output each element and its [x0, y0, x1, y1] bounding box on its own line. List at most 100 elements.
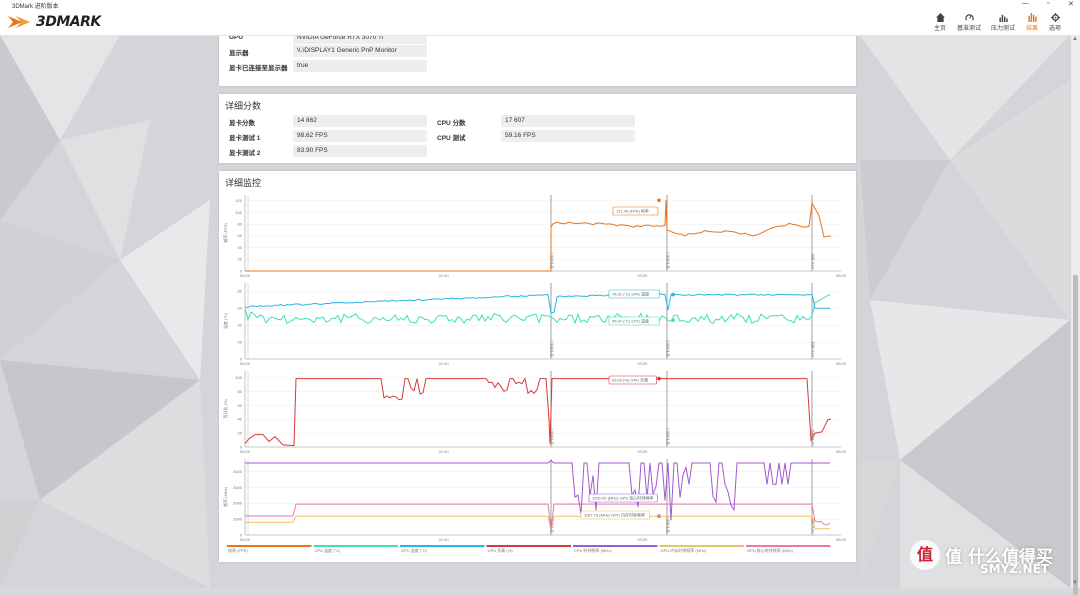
legend-swatch	[573, 545, 658, 547]
test-marker-label: CPU 测试	[810, 517, 815, 533]
nav-home[interactable]: 主页	[926, 11, 954, 32]
tooltip-box	[588, 493, 658, 503]
y-tick-label: 40	[238, 417, 243, 422]
y-tick-label: 0	[240, 268, 243, 273]
nav-options[interactable]: 选项	[1041, 11, 1069, 32]
series-line	[244, 377, 831, 447]
watermark: 值 值 什么值得买 SMYZ.NET	[910, 540, 1054, 576]
legend-label: GPU 温度 (°C)	[401, 547, 428, 553]
cpu-test-label: CPU 测试	[437, 135, 466, 142]
test-marker-label: 显卡测试 1	[549, 428, 554, 445]
series-line	[245, 459, 830, 521]
y-tick-label: 1000	[233, 516, 243, 521]
legend-swatch	[313, 545, 398, 547]
y-tick-label: 80	[238, 389, 243, 394]
nav-results[interactable]: 结果	[1018, 11, 1046, 32]
legend-label: GPU 核心时钟频率 (MHz)	[747, 547, 793, 553]
series-line	[245, 503, 831, 531]
x-tick-label: 01:40	[439, 537, 450, 542]
legend-swatch	[746, 545, 831, 547]
x-tick-label: 00:00	[240, 537, 251, 542]
x-tick-label: 01:40	[439, 449, 450, 454]
y-tick-label: 100	[235, 210, 242, 215]
scrollbar-thumb[interactable]	[1073, 275, 1078, 595]
tooltip-text: 121.42 (FPS) 帧率	[616, 208, 649, 214]
tooltip-text: 1187.75 (MHz) GPU 内存时钟频率	[584, 512, 645, 518]
display-label: 显示器	[229, 50, 249, 57]
x-tick-label: 03:20	[637, 273, 648, 278]
display-connected-label: 显卡已连接至显示器	[229, 65, 288, 72]
scroll-up-icon[interactable]: ▲	[1072, 36, 1078, 42]
y-tick-label: 120	[235, 198, 242, 203]
app-logo[interactable]: 3DMARK	[8, 14, 101, 30]
scroll-down-icon[interactable]: ▼	[1072, 580, 1078, 586]
close-icon[interactable]: ✕	[1068, 1, 1074, 8]
graphics-test1-label: 显卡测试 1	[229, 135, 261, 142]
legend-swatch	[659, 545, 744, 547]
y-tick-label: 0	[240, 356, 243, 361]
y-tick-label: 100	[235, 375, 242, 380]
minimize-icon[interactable]: —	[1022, 0, 1029, 7]
legend-label: 帧率 (FPS)	[228, 547, 248, 553]
watermark-sub: SMYZ.NET	[980, 562, 1049, 576]
test-marker-label: CPU 测试	[810, 253, 815, 269]
x-tick-label: 05:00	[836, 361, 847, 366]
watermark-text: 值 什么值得买	[945, 547, 1054, 568]
y-axis-label: 帧率 (FPS)	[222, 223, 228, 243]
y-tick-label: 40	[238, 245, 243, 250]
x-tick-label: 03:20	[637, 361, 648, 366]
y-tick-label: 20	[238, 339, 243, 344]
x-tick-label: 00:00	[240, 361, 251, 366]
y-tick-label: 20	[238, 430, 243, 435]
page-scrollbar[interactable]: ▲ ▼	[1071, 35, 1080, 595]
tooltip-text: 76.31 (°C) GPU 温度	[612, 291, 649, 297]
graphics-test2-value: 83.90 FPS	[293, 145, 427, 157]
series-line	[245, 515, 830, 531]
home-icon	[935, 12, 945, 22]
x-tick-label: 03:20	[637, 537, 648, 542]
nav-benchmarks-label: 基准测试	[956, 26, 981, 32]
nav-stress-tests-label: 压力测试	[990, 26, 1015, 32]
maximize-icon[interactable]: ▫	[1047, 0, 1050, 7]
test-marker-label: 显卡测试 1	[549, 340, 554, 357]
scores-title: 详细分数	[225, 101, 262, 111]
display-connected-value: true	[293, 60, 427, 72]
y-tick-label: 60	[238, 403, 243, 408]
nav-options-label: 选项	[1048, 26, 1061, 32]
monitoring-charts[interactable]: 0 20 40 60 80 100 120 帧率 (FPS) 00:00 01:40 03:20 05…	[219, 171, 856, 562]
monitoring-title: 详细监控	[225, 178, 262, 188]
y-tick-label: 0	[240, 444, 243, 449]
nav-stress-tests[interactable]: 压力测试	[989, 11, 1017, 32]
legend-label: CPU 温度 (°C)	[315, 547, 341, 553]
x-tick-label: 05:00	[836, 537, 847, 542]
gear-icon	[1050, 12, 1060, 22]
graphics-score-label: 显卡分数	[229, 120, 255, 127]
tooltip-box	[608, 289, 660, 299]
results-icon	[1027, 12, 1037, 22]
y-tick-label: 80	[238, 222, 243, 227]
y-tick-label: 3000	[233, 485, 243, 490]
system-info-panel: GPU NVIDIA GeForce RTX 3070 Ti 显示器 \\.\D…	[219, 32, 856, 86]
test-marker-label: 显卡测试 2	[665, 252, 670, 269]
nav-benchmarks[interactable]: 基准测试	[955, 11, 983, 32]
nav-home-label: 主页	[933, 26, 946, 32]
x-tick-label: 03:20	[637, 449, 648, 454]
y-axis-label: 温度 (°C)	[222, 312, 228, 329]
x-tick-label: 01:40	[439, 361, 450, 366]
y-axis-label: 百分比 (%)	[222, 399, 228, 419]
y-tick-label: 2000	[233, 501, 243, 506]
cpu-score-label: CPU 分数	[437, 120, 466, 127]
gpu-label: GPU	[229, 34, 244, 41]
tooltip-text: 45.97 (°C) CPU 温度	[612, 318, 649, 324]
test-marker-label: 显卡测试 2	[665, 340, 670, 357]
y-tick-label: 60	[238, 306, 243, 311]
tooltip-box	[608, 375, 657, 385]
nav-results-label: 结果	[1025, 26, 1038, 32]
series-line	[245, 292, 830, 314]
display-value: \\.\DISPLAY1 Generic PnP Monitor	[293, 45, 427, 57]
legend-swatch	[227, 545, 312, 547]
graphics-test1-value: 98.62 FPS	[293, 130, 427, 142]
y-tick-label: 4000	[233, 469, 243, 474]
watermark-logo: 值	[910, 540, 940, 570]
legend-label: CPU 时钟频率 (MHz)	[574, 547, 612, 553]
